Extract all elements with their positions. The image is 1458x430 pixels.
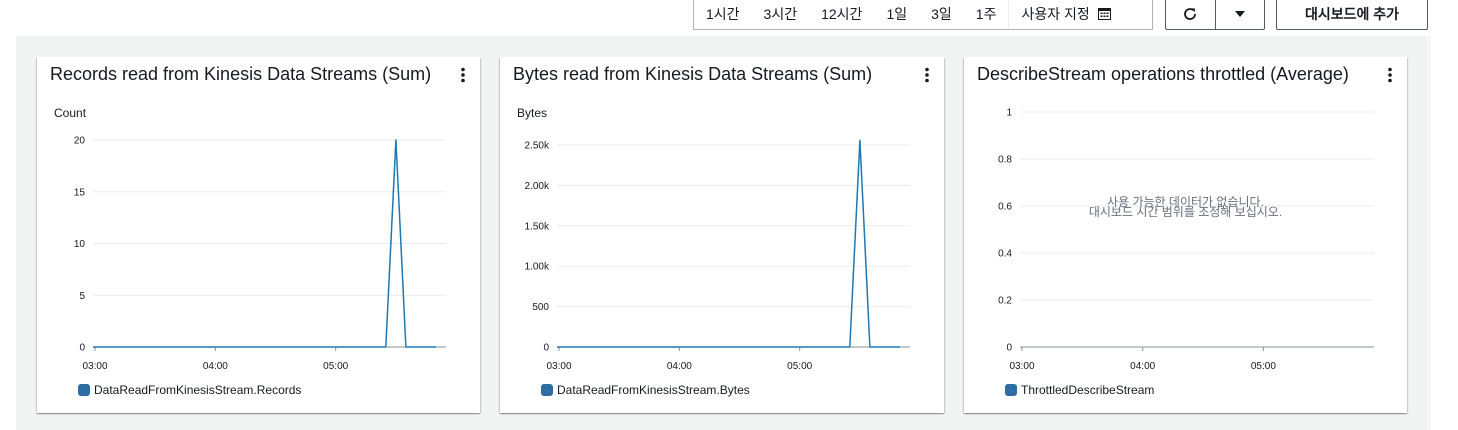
y-tick-label: 0 bbox=[1006, 343, 1012, 354]
x-tick-label: 04:00 bbox=[1130, 361, 1155, 372]
range-custom[interactable]: 사용자 지정 bbox=[1008, 0, 1118, 29]
range-1h[interactable]: 1시간 bbox=[706, 5, 740, 22]
line-chart: 0 0.2 0.4 0.6 0.8 1 03:00 04:00 05:00 bbox=[998, 108, 1374, 372]
y-tick-label: 0.4 bbox=[998, 249, 1012, 260]
widget-menu-icon[interactable] bbox=[460, 67, 466, 83]
y-tick-label: 5 bbox=[79, 291, 85, 302]
y-tick-label: 0 bbox=[543, 343, 549, 354]
series-line bbox=[557, 139, 900, 348]
legend-swatch bbox=[78, 384, 90, 396]
widget-title: Bytes read from Kinesis Data Streams (Su… bbox=[513, 64, 873, 84]
y-tick-label: 0 bbox=[79, 343, 85, 354]
y-tick-label: 2.50k bbox=[525, 141, 550, 152]
line-chart: 0 500 1.00k 1.50k 2.00k 2.50k 03:00 04:00 05:00 bbox=[525, 139, 910, 372]
y-tick-label: 1.50k bbox=[525, 221, 550, 232]
x-tick-label: 03:00 bbox=[1009, 361, 1034, 372]
widget-menu-icon[interactable] bbox=[1387, 67, 1393, 83]
no-data-hint: 대시보드 시간 범위를 조정해 보십시오. bbox=[1088, 205, 1283, 219]
y-tick-label: 0.2 bbox=[998, 296, 1012, 307]
y-axis-unit: Bytes bbox=[517, 106, 548, 120]
range-1w[interactable]: 1주 bbox=[975, 5, 997, 22]
x-tick-label: 05:00 bbox=[323, 361, 348, 372]
range-3d[interactable]: 3일 bbox=[931, 5, 952, 22]
page-scrollbar[interactable] bbox=[1428, 0, 1458, 430]
y-tick-label: 20 bbox=[74, 136, 86, 147]
legend-label: DataReadFromKinesisStream.Records bbox=[94, 383, 302, 397]
y-tick-label: 1.00k bbox=[525, 262, 550, 273]
time-range-selector: 1시간 3시간 12시간 1일 3일 1주 사용자 지정 bbox=[693, 0, 1153, 30]
refresh-button-group bbox=[1165, 0, 1265, 30]
x-tick-label: 03:00 bbox=[546, 361, 571, 372]
dashboard-toolbar: 1시간 3시간 12시간 1일 3일 1주 사용자 지정 bbox=[0, 0, 1458, 36]
x-tick-label: 03:00 bbox=[82, 361, 107, 372]
y-tick-label: 2.00k bbox=[525, 181, 550, 192]
range-12h[interactable]: 12시간 bbox=[821, 5, 863, 22]
no-data-message: 사용 가능한 데이터가 없습니다. bbox=[1107, 195, 1264, 209]
legend-swatch bbox=[541, 384, 553, 396]
widget-records-read: Records read from Kinesis Data Streams (… bbox=[37, 57, 480, 413]
range-1d[interactable]: 1일 bbox=[886, 5, 908, 22]
widget-bytes-read: Bytes read from Kinesis Data Streams (Su… bbox=[500, 57, 944, 413]
y-tick-label: 15 bbox=[74, 187, 86, 198]
x-tick-label: 04:00 bbox=[667, 361, 692, 372]
range-custom-label: 사용자 지정 bbox=[1021, 5, 1090, 22]
y-axis-unit: Count bbox=[54, 106, 87, 120]
refresh-button[interactable] bbox=[1166, 0, 1215, 29]
refresh-options-dropdown[interactable] bbox=[1214, 0, 1265, 29]
widget-menu-icon[interactable] bbox=[924, 67, 930, 83]
y-tick-label: 10 bbox=[74, 239, 86, 250]
legend-swatch bbox=[1005, 384, 1017, 396]
chart-legend[interactable]: DataReadFromKinesisStream.Bytes bbox=[541, 383, 750, 397]
x-tick-label: 05:00 bbox=[1251, 361, 1276, 372]
y-tick-label: 0.6 bbox=[998, 202, 1012, 213]
y-tick-label: 0.8 bbox=[998, 155, 1012, 166]
range-3h[interactable]: 3시간 bbox=[763, 5, 798, 22]
y-tick-label: 500 bbox=[532, 302, 549, 313]
line-chart: 0 5 10 15 20 03:00 04:00 05:00 bbox=[74, 136, 446, 372]
x-tick-label: 05:00 bbox=[787, 361, 812, 372]
widget-title: Records read from Kinesis Data Streams (… bbox=[50, 64, 432, 84]
y-tick-label: 1 bbox=[1006, 108, 1012, 119]
calendar-icon bbox=[1097, 8, 1111, 20]
series-line bbox=[93, 139, 436, 348]
add-to-dashboard-button[interactable]: 대시보드에 추가 bbox=[1276, 0, 1428, 30]
refresh-icon bbox=[1184, 7, 1197, 20]
x-tick-label: 04:00 bbox=[203, 361, 228, 372]
chart-legend[interactable]: ThrottledDescribeStream bbox=[1005, 383, 1154, 397]
legend-label: ThrottledDescribeStream bbox=[1021, 383, 1155, 397]
widget-describe-throttled: DescribeStream operations throttled (Ave… bbox=[964, 57, 1407, 413]
legend-label: DataReadFromKinesisStream.Bytes bbox=[557, 383, 750, 397]
chart-legend[interactable]: DataReadFromKinesisStream.Records bbox=[78, 383, 301, 397]
widget-title: DescribeStream operations throttled (Ave… bbox=[977, 64, 1349, 84]
caret-down-icon bbox=[1234, 10, 1245, 17]
